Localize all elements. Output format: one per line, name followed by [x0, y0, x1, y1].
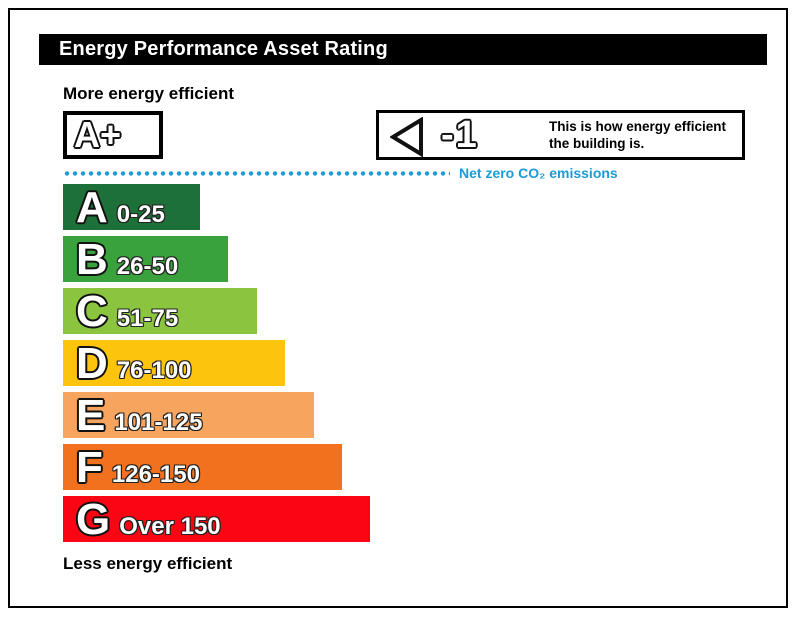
page-title: Energy Performance Asset Rating	[59, 38, 388, 60]
indicator-description-line1: This is how energy efficient	[549, 119, 727, 134]
net-zero-dotted-line	[63, 171, 450, 176]
rating-band-c: C 51-75	[63, 287, 257, 336]
left-arrow-icon	[390, 117, 423, 157]
rating-bands: A 0-25 B 26-50 C 51-75 D 76-100 E 101-125 F 126-150…	[63, 183, 370, 544]
rating-band-g: G Over 150	[63, 495, 370, 544]
rating-band-f: F 126-150	[63, 443, 342, 492]
band-range: Over 150	[119, 513, 221, 540]
aplus-label: A+	[74, 114, 122, 155]
rating-band-d: D 76-100	[63, 339, 285, 388]
band-range: 101-125	[114, 409, 203, 436]
less-energy-efficient-label: Less energy efficient	[63, 554, 233, 573]
band-letter: B	[76, 235, 108, 284]
rating-band-b: B 26-50	[63, 235, 228, 284]
aplus-rating-box: A+	[63, 111, 163, 159]
net-zero-label: Net zero CO₂ emissions	[459, 165, 618, 181]
band-letter: A	[76, 183, 108, 232]
rating-band-a: A 0-25	[63, 183, 200, 232]
rating-band-e: E 101-125	[63, 391, 314, 440]
band-letter: G	[76, 495, 111, 544]
band-letter: D	[76, 339, 108, 388]
band-range: 26-50	[116, 253, 179, 280]
band-range: 0-25	[116, 201, 165, 228]
band-letter: C	[76, 287, 108, 336]
band-range: 76-100	[116, 357, 192, 384]
rating-value: -1	[441, 114, 479, 156]
band-letter: E	[76, 391, 106, 440]
indicator-description: This is how energy efficient the buildin…	[549, 118, 726, 152]
band-range: 126-150	[111, 461, 200, 488]
title-bar: Energy Performance Asset Rating	[39, 34, 767, 65]
more-energy-efficient-label: More energy efficient	[63, 84, 234, 103]
current-rating-indicator: -1 This is how energy efficient the buil…	[376, 110, 745, 160]
band-range: 51-75	[116, 305, 179, 332]
indicator-description-line2: the building is.	[549, 136, 645, 151]
band-letter: F	[76, 443, 103, 492]
certificate-frame: Energy Performance Asset Rating More ene…	[8, 8, 788, 608]
